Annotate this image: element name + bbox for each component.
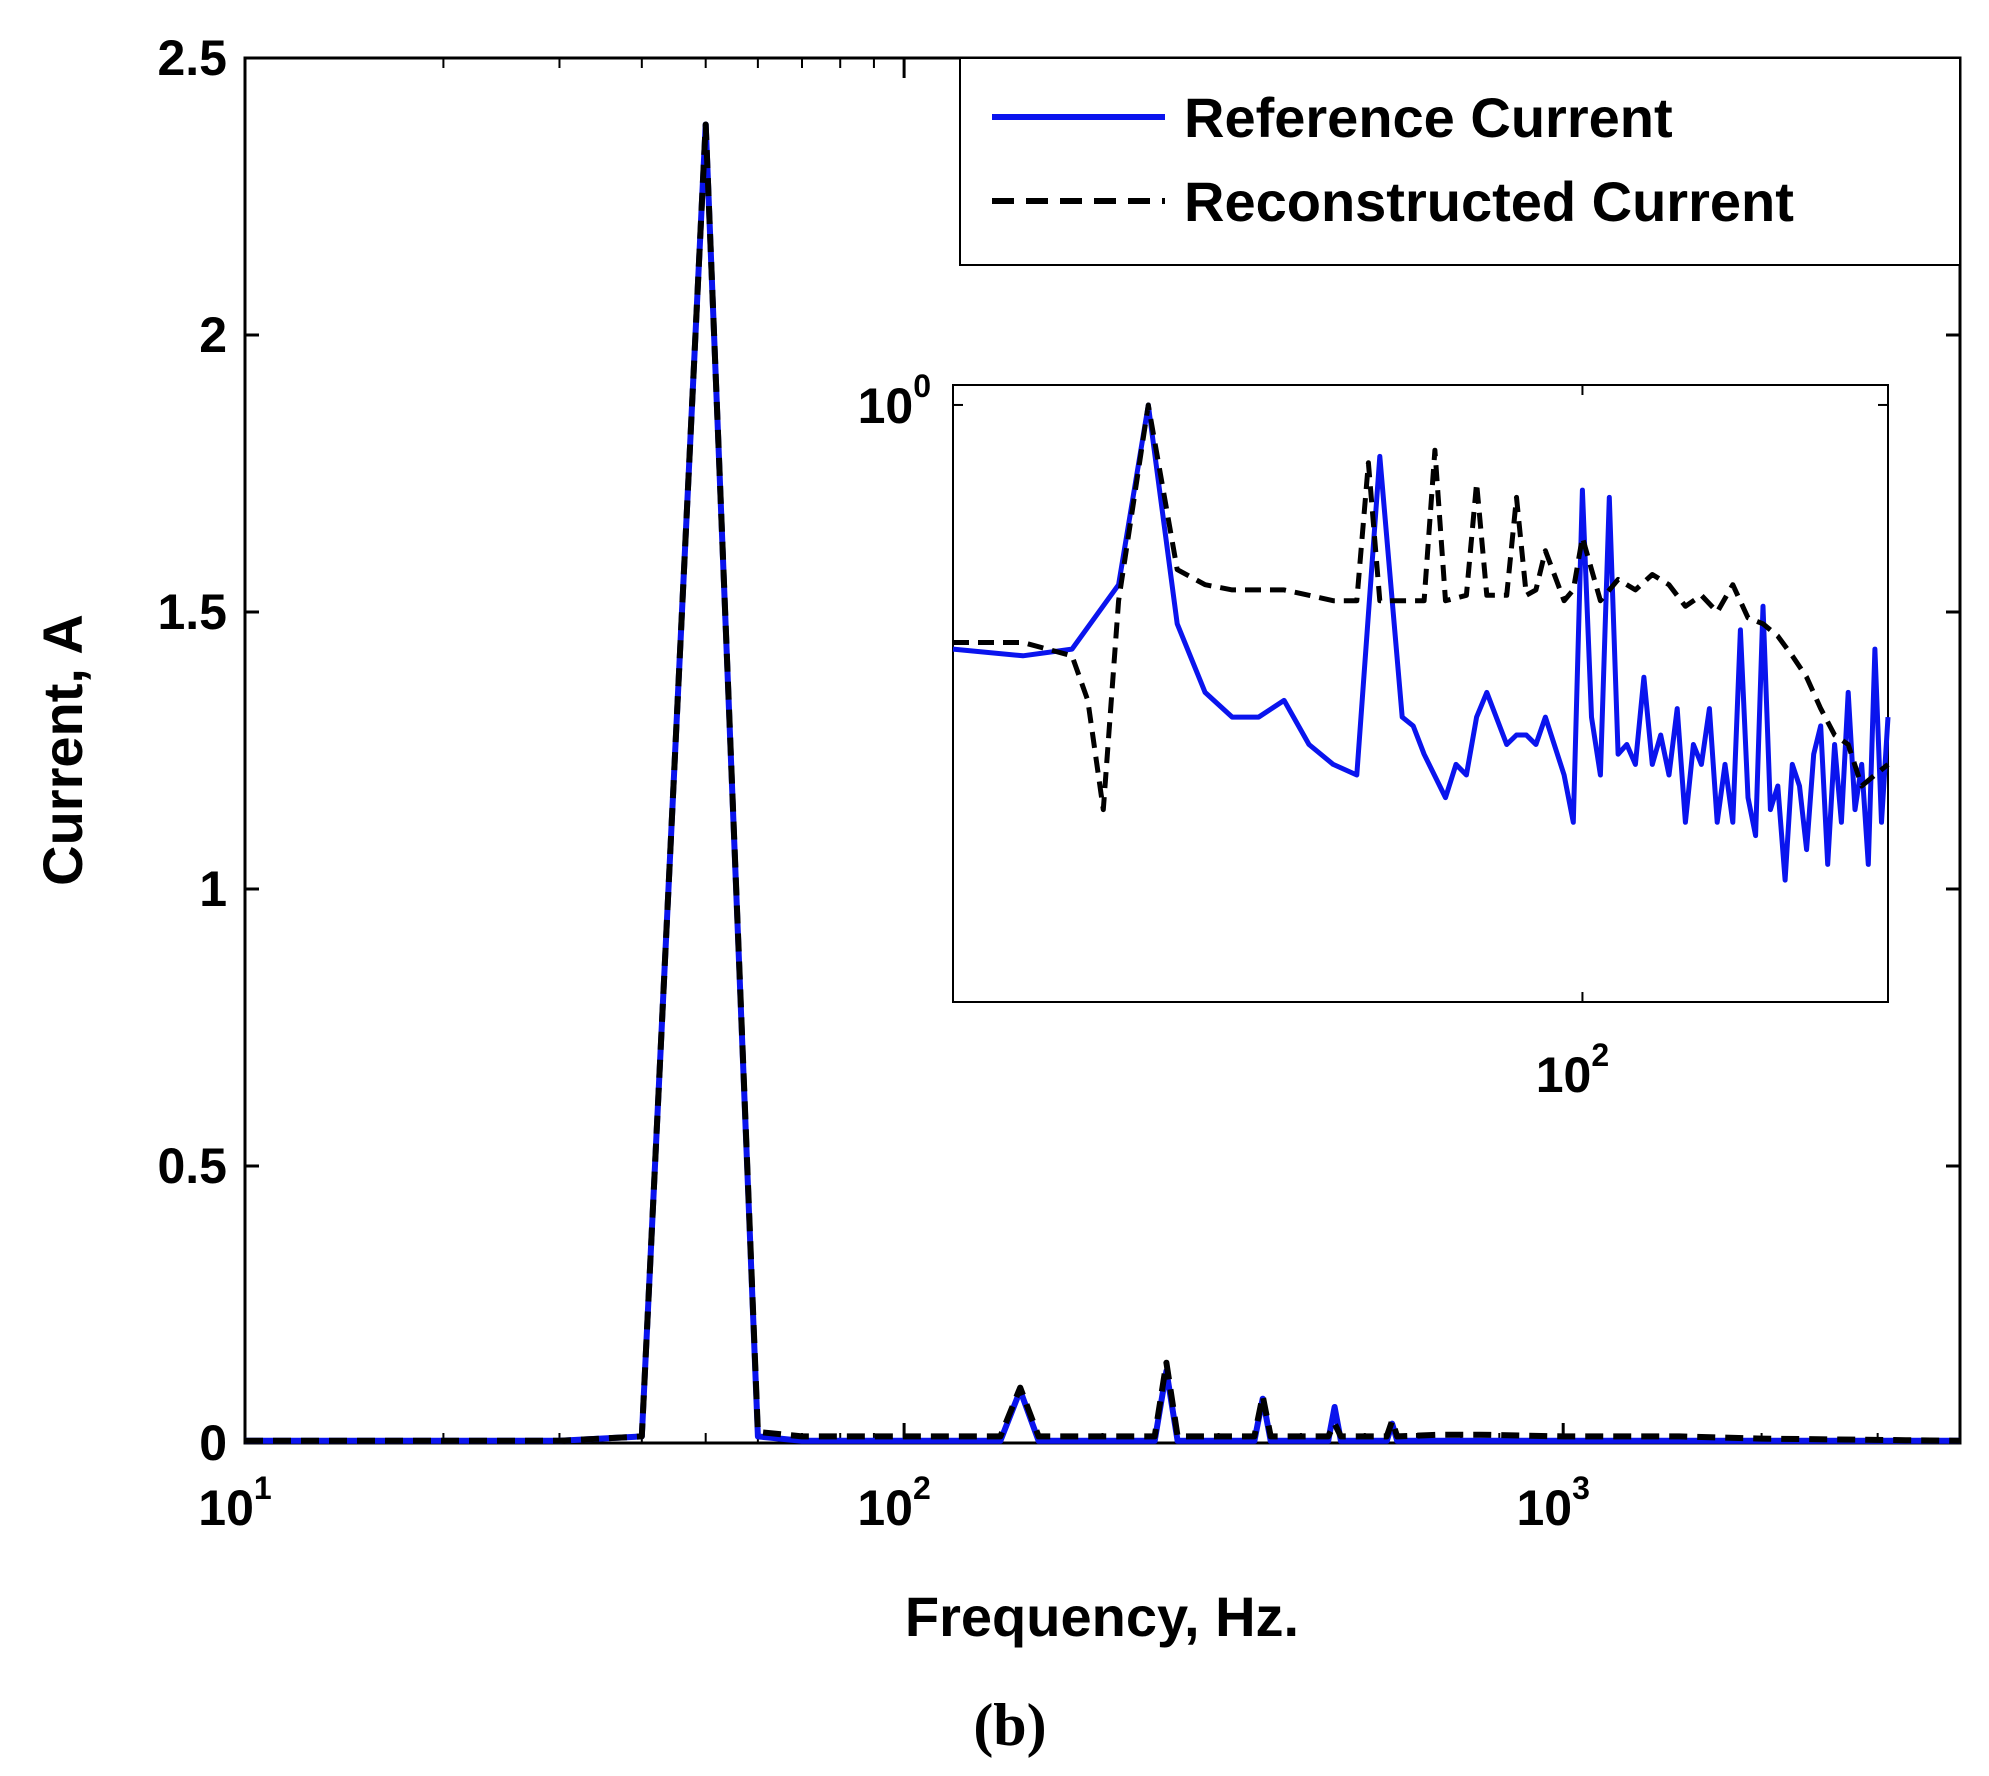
y-tick-label: 2 bbox=[199, 307, 227, 363]
x-tick-label: 101 bbox=[198, 1470, 271, 1536]
inset-series-line-reference bbox=[952, 402, 1891, 883]
y-tick-label: 0.5 bbox=[157, 1138, 227, 1194]
inset-series-lines bbox=[952, 402, 1891, 883]
inset-series-line-reconstructed bbox=[953, 402, 1890, 813]
inset-plot-area bbox=[952, 384, 1889, 1003]
x-axis-title: Frequency, Hz. bbox=[905, 1585, 1299, 1648]
legend-label-reference: Reference Current bbox=[1184, 86, 1673, 149]
series-line-reconstructed bbox=[245, 121, 1961, 1444]
y-tick-label: 1.5 bbox=[157, 584, 227, 640]
legend-label-reconstructed: Reconstructed Current bbox=[1184, 170, 1794, 233]
y-axis-title: Current, A bbox=[31, 614, 94, 886]
x-tick-label: 102 bbox=[857, 1470, 930, 1536]
figure-caption: (b) bbox=[973, 1692, 1046, 1758]
main-axis-ticks: 0 0.5 1 1.5 2 2.5 101 102 103 bbox=[157, 30, 1961, 1536]
main-series-lines bbox=[245, 121, 1961, 1444]
legend: Reference Current Reconstructed Current bbox=[959, 57, 1961, 266]
legend-box bbox=[959, 57, 1961, 266]
y-tick-label: 1 bbox=[199, 861, 227, 917]
y-tick-label: 2.5 bbox=[157, 30, 227, 86]
y-tick-label: 0 bbox=[199, 1415, 227, 1471]
x-tick-label: 103 bbox=[1516, 1470, 1589, 1536]
